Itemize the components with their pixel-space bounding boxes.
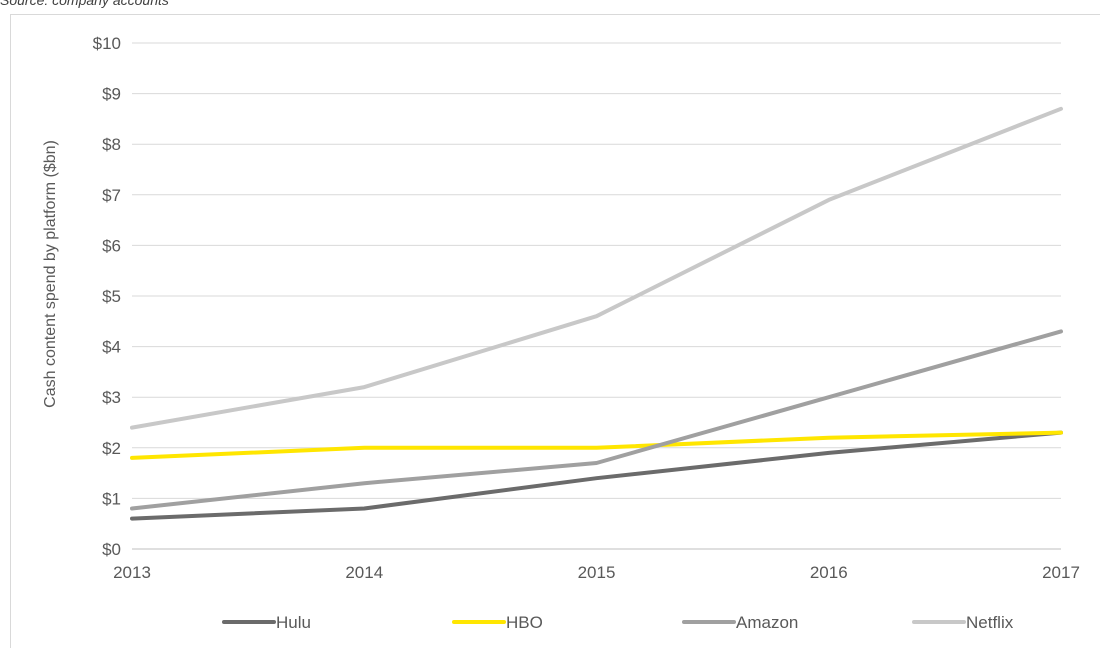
y-axis-ticks: $0 $1 $2 $3 $4 $5 $6 $7 $8 $9 $10 xyxy=(93,34,121,559)
y-axis-title: Cash content spend by platform ($bn) xyxy=(42,140,59,408)
legend-label-amazon: Amazon xyxy=(736,613,798,632)
x-tick-label: 2014 xyxy=(345,563,383,582)
y-tick-label: $0 xyxy=(102,540,121,559)
y-tick-label: $1 xyxy=(102,489,121,508)
source-note: Source: company accounts xyxy=(0,0,169,8)
x-tick-label: 2017 xyxy=(1042,563,1080,582)
series-lines xyxy=(130,106,1063,521)
line-chart: $0 $1 $2 $3 $4 $5 $6 $7 $8 $9 $10 2013 2014 2015 2016… xyxy=(42,34,1080,632)
y-tick-label: $10 xyxy=(93,34,121,53)
gridlines xyxy=(132,42,1061,550)
y-tick-label: $5 xyxy=(102,287,121,306)
legend-label-netflix: Netflix xyxy=(966,613,1014,632)
y-tick-label: $8 xyxy=(102,135,121,154)
x-tick-label: 2016 xyxy=(810,563,848,582)
y-tick-label: $7 xyxy=(102,186,121,205)
series-line-netflix xyxy=(130,106,1063,430)
x-tick-label: 2015 xyxy=(578,563,616,582)
y-tick-label: $9 xyxy=(102,85,121,104)
legend: Hulu HBO Amazon Netflix xyxy=(222,613,1014,632)
x-axis-ticks: 2013 2014 2015 2016 2017 xyxy=(113,563,1080,582)
series-line-hbo xyxy=(130,430,1063,460)
x-tick-label: 2013 xyxy=(113,563,151,582)
series-line-amazon xyxy=(130,329,1063,511)
y-tick-label: $6 xyxy=(102,236,121,255)
legend-label-hbo: HBO xyxy=(506,613,543,632)
y-tick-label: $3 xyxy=(102,388,121,407)
chart-frame: $0 $1 $2 $3 $4 $5 $6 $7 $8 $9 $10 2013 2014 2015 2016… xyxy=(10,14,1100,648)
series-line-hulu xyxy=(130,430,1063,521)
y-tick-label: $4 xyxy=(102,338,121,357)
legend-label-hulu: Hulu xyxy=(276,613,311,632)
y-tick-label: $2 xyxy=(102,439,121,458)
